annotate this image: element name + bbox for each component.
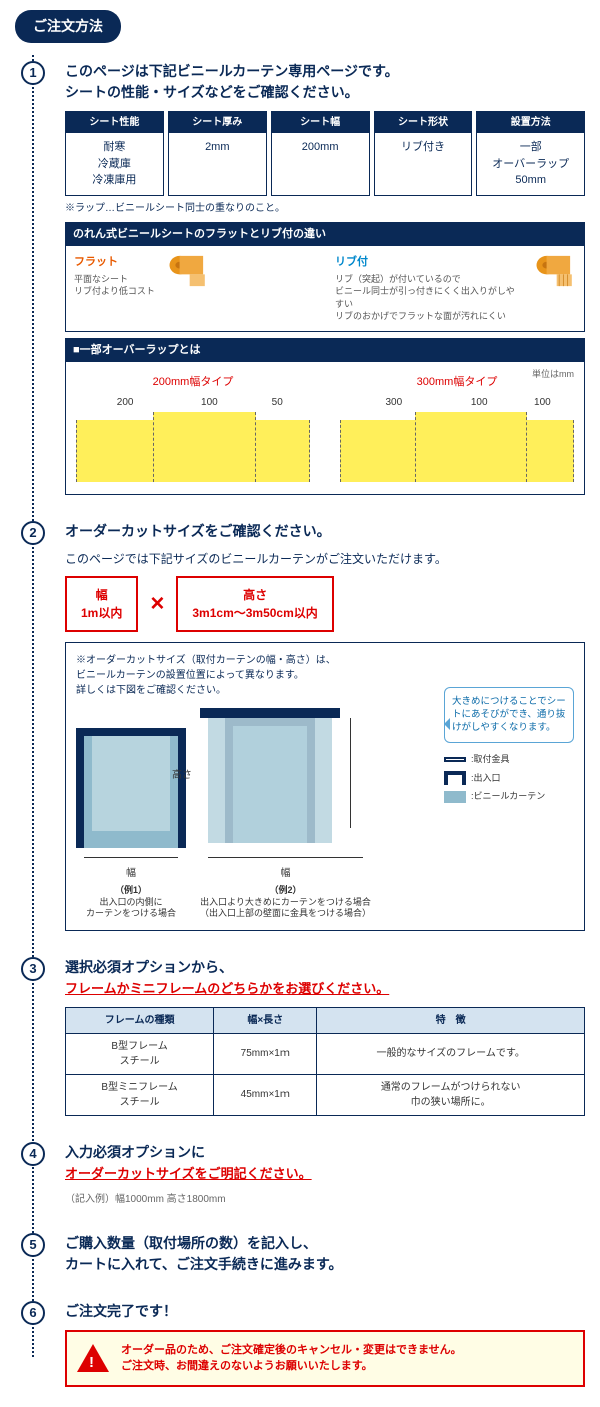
ov200-diagram (76, 412, 310, 482)
step6-heading: ご注文完了です！ (65, 1301, 585, 1322)
step-1: 1 このページは下記ビニールカーテン専用ページです。シートの性能・サイズなどをご… (23, 61, 585, 495)
step-4: 4 入力必須オプションにオーダーカットサイズをご明記ください。 （記入例）幅10… (23, 1142, 585, 1207)
step-6: 6 ご注文完了です！ (23, 1301, 585, 1322)
step3-heading: 選択必須オプションから、フレームかミニフレームのどちらかをお選びください。 (65, 957, 585, 999)
roll-icon (167, 254, 209, 293)
section-overlap-title: ■一部オーバーラップとは (65, 338, 585, 363)
overlap-box: 単位はmm 200mm幅タイプ 20010050 300mm幅タイプ 30010… (65, 362, 585, 495)
diagram-box: ※オーダーカットサイズ（取付カーテンの幅・高さ）は、 ビニールカーテンの設置位置… (65, 642, 585, 931)
size-x: × (150, 586, 164, 622)
ov200-title: 200mm幅タイプ (76, 374, 310, 391)
frame-table: フレームの種類幅×長さ特 徴 B型フレーム スチール75mm×1ｍ一般的なサイズ… (65, 1007, 585, 1116)
spec-row: シート性能耐寒 冷蔵庫 冷凍庫用シート厚み2mmシート幅200mmシート形状リブ… (65, 111, 585, 196)
step-5: 5 ご購入数量（取付場所の数）を記入し、 カートに入れて、ご注文手続きに進みます… (23, 1233, 585, 1275)
flat-rib-box: フラット 平面なシート リブ付より低コスト リブ付 リブ（突起）が付いているので… (65, 246, 585, 332)
section-flat-rib-title: のれん式ビニールシートのフラットとリブ付の違い (65, 222, 585, 247)
lap-note: ※ラップ…ビニールシート同士の重なりのこと。 (65, 201, 585, 216)
ov300-diagram (340, 412, 574, 482)
step5-heading: ご購入数量（取付場所の数）を記入し、 カートに入れて、ご注文手続きに進みます。 (65, 1233, 585, 1275)
step-3: 3 選択必須オプションから、フレームかミニフレームのどちらかをお選びください。 … (23, 957, 585, 1116)
step-number: 4 (21, 1142, 45, 1166)
unit-label: 単位はmm (532, 368, 574, 382)
step4-example: （記入例）幅1000mm 高さ1800mm (65, 1192, 585, 1207)
step-number: 6 (21, 1301, 45, 1325)
warning-icon (77, 1344, 109, 1372)
step4-heading: 入力必須オプションにオーダーカットサイズをご明記ください。 (65, 1142, 585, 1184)
step-number: 5 (21, 1233, 45, 1257)
step2-sub: このページでは下記サイズのビニールカーテンがご注文いただけます。 (65, 550, 585, 568)
balloon-tip: 大きめにつけることでシートにあそびができ、通り抜けがしやすくなります。 (444, 687, 574, 743)
step1-heading: このページは下記ビニールカーテン専用ページです。シートの性能・サイズなどをご確認… (65, 61, 585, 103)
door-example-2 (200, 708, 340, 848)
door-example-1 (76, 728, 186, 848)
flat-desc: 平面なシート リブ付より低コスト (74, 273, 155, 298)
step-number: 2 (21, 521, 45, 545)
flat-title: フラット (74, 254, 155, 271)
legend: 大きめにつけることでシートにあそびができ、通り抜けがしやすくなります。 :取付金… (444, 687, 574, 809)
rib-desc: リブ（突起）が付いているので ビニール同士が引っ付きにくく出入りがしやすい リブ… (335, 273, 522, 323)
step-number: 1 (21, 61, 45, 85)
rib-title: リブ付 (335, 254, 522, 271)
page-title: ご注文方法 (15, 10, 121, 43)
step2-heading: オーダーカットサイズをご確認ください。 (65, 521, 585, 542)
warning-text: オーダー品のため、ご注文確定後のキャンセル・変更はできません。 ご注文時、お間違… (121, 1342, 462, 1375)
size-height-box: 高さ3m1cm～3m50cm以内 (176, 576, 333, 632)
roll-icon (534, 254, 576, 293)
step-number: 3 (21, 957, 45, 981)
step-2: 2 オーダーカットサイズをご確認ください。 このページでは下記サイズのビニールカ… (23, 521, 585, 931)
warning-box: オーダー品のため、ご注文確定後のキャンセル・変更はできません。 ご注文時、お間違… (65, 1330, 585, 1387)
size-width-box: 幅1m以内 (65, 576, 138, 632)
